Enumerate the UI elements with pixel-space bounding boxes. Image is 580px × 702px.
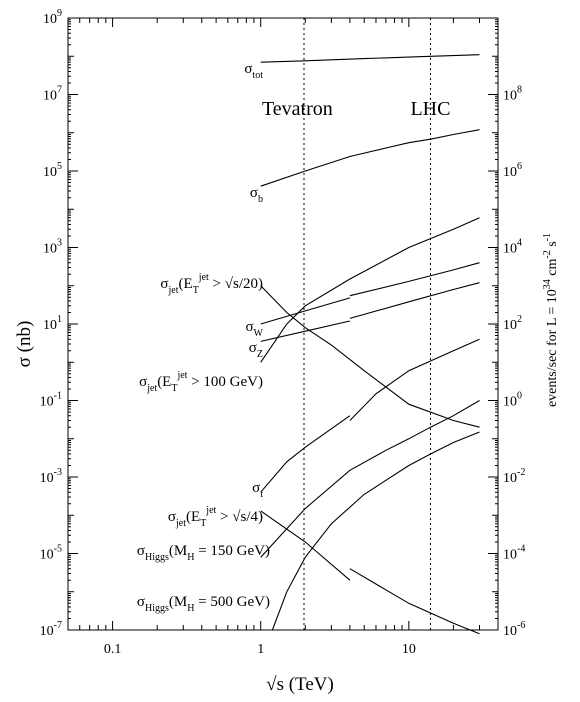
curve-label-9: σHiggs(MH = 500 GeV): [137, 594, 270, 614]
curve-6: [349, 338, 480, 421]
curve-label-0: σtot: [244, 61, 263, 81]
x-tick-label: 1: [257, 642, 264, 657]
y-tick-label: 105: [43, 161, 62, 180]
ref-label-lhc: LHC: [410, 98, 450, 120]
y-tick-label: 103: [43, 238, 62, 257]
right-axis-label-exp: 34: [542, 279, 553, 289]
right-axis-label-unit: cm: [545, 259, 560, 276]
curve-4: [260, 320, 351, 342]
curve-label-5: σjet(ETjet > 100 GeV): [139, 370, 263, 394]
x-axis-label: √s (TeV): [266, 674, 334, 695]
curve-7: [349, 568, 480, 635]
ref-label-tevatron: Tevatron: [262, 98, 333, 120]
curves: [260, 54, 480, 635]
x-tick-label: 0.1: [104, 642, 122, 657]
x-tick-label: 10: [402, 642, 416, 657]
y-tick-label-right: 106: [503, 161, 522, 180]
curve-0: [260, 54, 480, 63]
curve-7: [260, 510, 351, 581]
curve-2: [260, 285, 480, 428]
curve-3: [349, 262, 480, 297]
curve-label-7: σjet(ETjet > √s/4): [168, 505, 263, 529]
y-tick-label-right: 102: [503, 314, 522, 333]
y-tick-label-right: 10-2: [503, 467, 525, 486]
curve-label-4: σZ: [249, 340, 263, 360]
y-tick-label: 107: [43, 85, 62, 104]
y-tick-label: 10-1: [40, 391, 62, 410]
curve-8: [260, 400, 480, 558]
right-axis-label-unit2-exp: -1: [542, 233, 553, 241]
y-axis-label: σ (nb): [14, 321, 35, 368]
right-axis-label-text: events/sec for L = 10: [545, 289, 560, 407]
y-tick-label: 10-7: [40, 620, 62, 639]
right-axis-label-unit-exp: -2: [542, 250, 553, 258]
curve-5: [260, 217, 480, 363]
y-tick-label: 10-3: [40, 467, 62, 486]
curve-4: [349, 282, 480, 319]
axis-ticks: 0.1 1 10 109 107 105 103 101 10-1 10-3 10-5 10-7 108…: [40, 8, 526, 657]
curve-label-3: σW: [245, 319, 263, 339]
y-tick-label-right: 10-4: [503, 544, 525, 563]
right-axis-label: events/sec for L = 1034 cm-2 s-1: [542, 233, 560, 407]
curve-label-2: σjet(ETjet > √s/20): [160, 272, 263, 296]
reference-lines: Tevatron LHC: [262, 18, 450, 630]
curve-label-1: σb: [250, 185, 263, 205]
y-tick-label: 109: [43, 8, 62, 27]
y-tick-label-right: 108: [503, 85, 522, 104]
y-tick-label: 101: [43, 314, 62, 333]
curve-1: [260, 129, 480, 187]
y-tick-label-right: 104: [503, 238, 522, 257]
y-tick-label-right: 10-6: [503, 620, 525, 639]
curve-3: [260, 297, 351, 325]
y-axis-label-text: σ (nb): [14, 321, 35, 368]
curve-9: [271, 431, 480, 631]
y-tick-label-right: 100: [503, 391, 522, 410]
curve-6: [260, 415, 351, 493]
y-tick-label: 10-5: [40, 544, 62, 563]
right-axis-label-unit2: s: [545, 241, 560, 246]
curve-label-8: σHiggs(MH = 150 GeV): [137, 543, 270, 563]
curve-label-6: σt: [252, 480, 263, 500]
